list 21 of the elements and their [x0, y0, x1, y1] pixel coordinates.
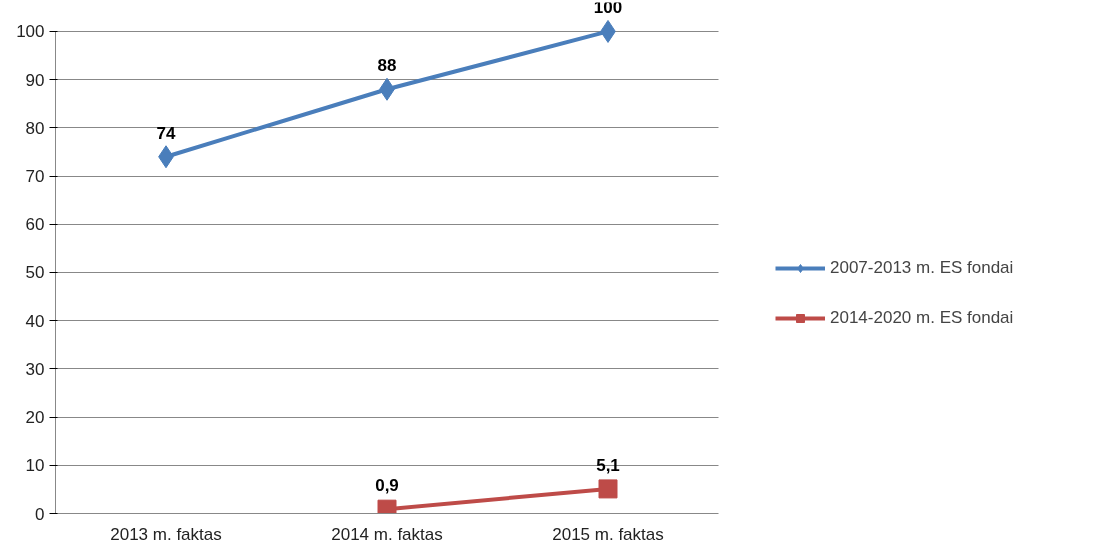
y-tick-label: 10: [25, 456, 45, 476]
y-tick-label: 60: [25, 215, 45, 235]
y-tick-label: 90: [25, 70, 45, 90]
y-tick-label: 30: [25, 359, 45, 379]
data-label: 74: [156, 123, 176, 143]
y-tick-label: 40: [25, 311, 45, 331]
legend-label: 2014-2020 m. ES fondai: [830, 308, 1014, 328]
x-tick-label: 2015 m. faktas: [552, 524, 664, 544]
point: [598, 479, 618, 499]
y-tick-label: 0: [35, 504, 45, 524]
x-tick-label: 2013 m. faktas: [110, 524, 222, 544]
y-tick-label: 100: [16, 22, 45, 42]
x-tick-label: 2014 m. faktas: [331, 524, 443, 544]
data-label: 0,9: [375, 476, 399, 496]
y-tick-label: 70: [25, 167, 45, 187]
legend-label: 2007-2013 m. ES fondai: [830, 258, 1014, 278]
data-label: 88: [377, 56, 397, 76]
data-label: 5,1: [596, 455, 620, 475]
y-tick-label: 80: [25, 118, 45, 138]
y-tick-label: 50: [25, 263, 45, 283]
y-tick-label: 20: [25, 408, 45, 428]
